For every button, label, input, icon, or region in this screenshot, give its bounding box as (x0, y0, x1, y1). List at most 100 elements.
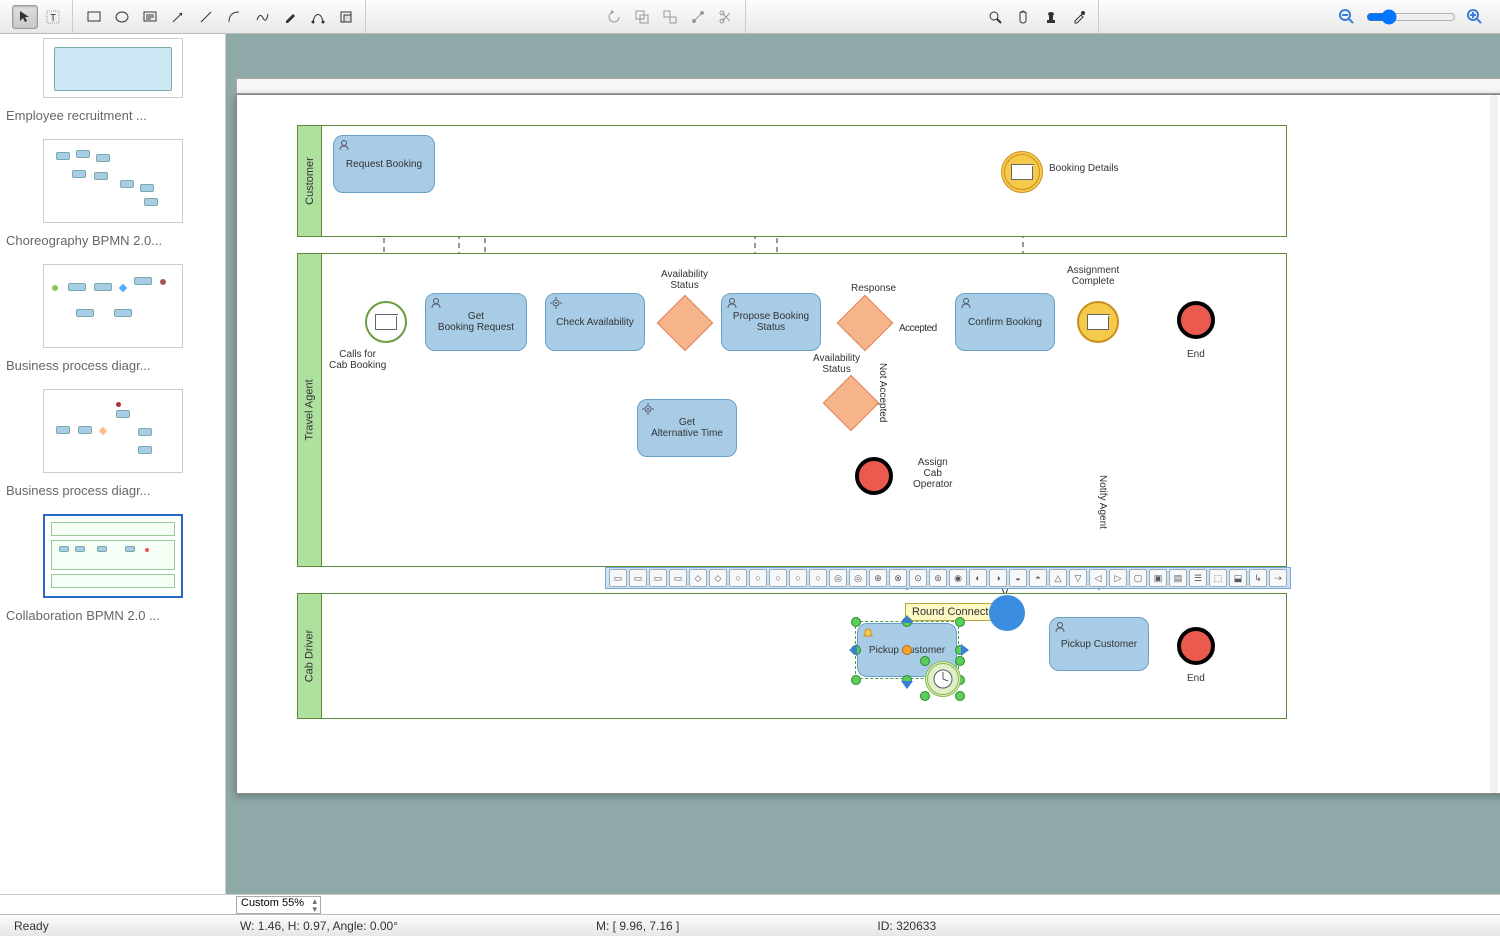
task-pickup_customer2[interactable]: Pickup Customer (1049, 617, 1149, 671)
shape-palette-item[interactable]: ◉ (949, 569, 967, 587)
zoom-in-button[interactable] (1462, 5, 1488, 29)
pages-sidebar[interactable]: Employee recruitment ... Choreography BP… (0, 34, 226, 894)
curve-tool[interactable] (221, 5, 247, 29)
rect-tool[interactable] (81, 5, 107, 29)
event-msg-1[interactable] (1001, 151, 1043, 193)
page-thumb[interactable]: Employee recruitment ... (4, 38, 221, 131)
connector-handle-right[interactable] (961, 644, 975, 656)
zoom-out-button[interactable] (1334, 5, 1360, 29)
event-end-4[interactable] (855, 457, 893, 495)
shape-palette-item[interactable]: ○ (809, 569, 827, 587)
shape-palette-item[interactable]: ◎ (829, 569, 847, 587)
eyedropper-tool[interactable] (1066, 5, 1092, 29)
shape-palette-item[interactable]: ⬓ (1229, 569, 1247, 587)
event-end-3[interactable] (1177, 301, 1215, 339)
text-tool[interactable]: T (40, 5, 66, 29)
connector-handle-bottom[interactable] (901, 681, 913, 695)
ungroup-tool[interactable] (657, 5, 683, 29)
edge-label: AvailabilityStatus (661, 269, 708, 291)
shape-palette-item[interactable]: ▢ (1129, 569, 1147, 587)
event-end-5[interactable] (1177, 627, 1215, 665)
shape-palette-item[interactable]: ⇢ (1269, 569, 1287, 587)
diagram-canvas[interactable]: CustomerTravel AgentCab Driver ▭▭▭▭◇◇○○○… (236, 94, 1500, 794)
spline-tool[interactable] (249, 5, 275, 29)
arrow-tool[interactable] (165, 5, 191, 29)
shape-palette-item[interactable]: ◐ (969, 569, 987, 587)
shape-palette-item[interactable]: ▣ (1149, 569, 1167, 587)
scrollbar-vertical[interactable] (1490, 94, 1498, 794)
task-confirm_booking[interactable]: Confirm Booking (955, 293, 1055, 351)
shape-palette-item[interactable]: ○ (769, 569, 787, 587)
shape-palette-item[interactable]: ▤ (1169, 569, 1187, 587)
shape-palette-item[interactable]: ⊚ (929, 569, 947, 587)
page-thumb[interactable]: Business process diagr... (4, 389, 221, 506)
shape-palette-item[interactable]: ▭ (669, 569, 687, 587)
resize-handle[interactable] (851, 617, 861, 627)
crop-tool[interactable] (333, 5, 359, 29)
textbox-tool[interactable] (137, 5, 163, 29)
resize-handle[interactable] (920, 656, 930, 666)
resize-handle[interactable] (920, 691, 930, 701)
task-propose_status[interactable]: Propose BookingStatus (721, 293, 821, 351)
zoom-slider[interactable] (1366, 9, 1456, 25)
shape-palette-item[interactable]: △ (1049, 569, 1067, 587)
shape-palette-item[interactable]: ☰ (1189, 569, 1207, 587)
page-thumb[interactable]: Business process diagr... (4, 264, 221, 381)
shape-palette-item[interactable]: ↳ (1249, 569, 1267, 587)
shape-palette-item[interactable]: ▭ (629, 569, 647, 587)
pool-customer[interactable]: Customer (297, 125, 1287, 237)
shape-palette-item[interactable]: ▭ (649, 569, 667, 587)
page-thumb[interactable]: Collaboration BPMN 2.0 ... (4, 514, 221, 631)
undo-rotate-tool[interactable] (601, 5, 627, 29)
connector-handle-left[interactable] (843, 644, 857, 656)
rotate-handle[interactable] (902, 645, 912, 655)
shape-palette[interactable]: ▭▭▭▭◇◇○○○○○◎◎⊕⊗⊙⊚◉◐◑◒◓△▽◁▷▢▣▤☰⬚⬓↳⇢ (605, 567, 1291, 589)
event-msg_thin-2[interactable] (1077, 301, 1119, 343)
task-get_alt_time[interactable]: GetAlternative Time (637, 399, 737, 457)
scissors-tool[interactable] (713, 5, 739, 29)
edge-label: Accepted (899, 323, 937, 334)
shape-palette-item[interactable]: ◓ (1029, 569, 1047, 587)
shape-palette-item[interactable]: ◇ (689, 569, 707, 587)
edit-points-tool[interactable] (685, 5, 711, 29)
task-check_avail[interactable]: Check Availability (545, 293, 645, 351)
shape-palette-item[interactable]: ○ (789, 569, 807, 587)
shape-palette-item[interactable]: ◑ (989, 569, 1007, 587)
hand-tool[interactable] (1010, 5, 1036, 29)
shape-palette-item[interactable]: ▽ (1069, 569, 1087, 587)
resize-handle[interactable] (851, 675, 861, 685)
ellipse-tool[interactable] (109, 5, 135, 29)
shape-palette-item[interactable]: ◁ (1089, 569, 1107, 587)
resize-handle[interactable] (955, 691, 965, 701)
zoom-select[interactable]: Custom 55% ▴▾ (236, 896, 321, 914)
zoom-tool[interactable] (982, 5, 1008, 29)
task-get_booking_req[interactable]: GetBooking Request (425, 293, 527, 351)
shape-palette-item[interactable]: ○ (729, 569, 747, 587)
task-request_booking[interactable]: Request Booking (333, 135, 435, 193)
stamp-tool[interactable] (1038, 5, 1064, 29)
shape-palette-item[interactable]: ▷ (1109, 569, 1127, 587)
shape-palette-item[interactable]: ◒ (1009, 569, 1027, 587)
canvas-area[interactable]: CustomerTravel AgentCab Driver ▭▭▭▭◇◇○○○… (226, 34, 1500, 894)
user-icon (338, 139, 350, 154)
group-tool[interactable] (629, 5, 655, 29)
shape-palette-item[interactable]: ⊗ (889, 569, 907, 587)
line-tool[interactable] (193, 5, 219, 29)
event-start_msg-0[interactable] (365, 301, 407, 343)
shape-palette-item[interactable]: ⊙ (909, 569, 927, 587)
shape-palette-item[interactable]: ⊕ (869, 569, 887, 587)
event-circle-blue[interactable] (989, 595, 1025, 631)
resize-handle[interactable] (955, 656, 965, 666)
pen-tool[interactable] (277, 5, 303, 29)
shape-palette-item[interactable]: ◇ (709, 569, 727, 587)
page-thumb[interactable]: Choreography BPMN 2.0... (4, 139, 221, 256)
shape-palette-item[interactable]: ○ (749, 569, 767, 587)
shape-palette-item[interactable]: ⬚ (1209, 569, 1227, 587)
bezier-tool[interactable] (305, 5, 331, 29)
resize-handle[interactable] (955, 617, 965, 627)
pointer-tool[interactable] (12, 5, 38, 29)
connector-handle-top[interactable] (901, 609, 913, 623)
shape-palette-item[interactable]: ▭ (609, 569, 627, 587)
shape-palette-item[interactable]: ◎ (849, 569, 867, 587)
edge-label: Notify Agent (1097, 475, 1108, 529)
